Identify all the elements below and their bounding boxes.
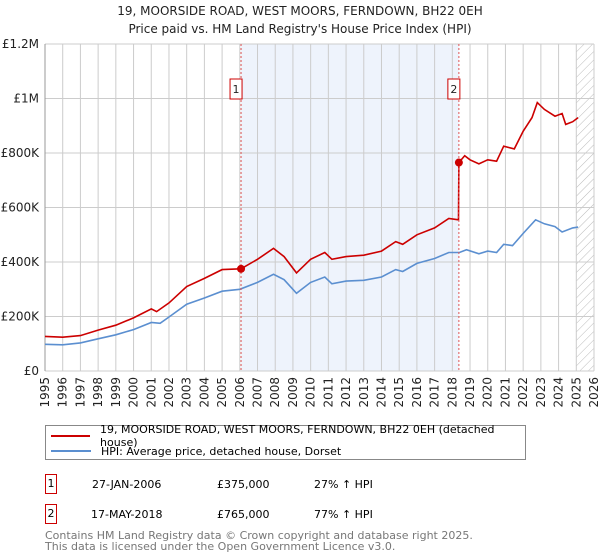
legend-label-hpi: HPI: Average price, detached house, Dors… — [101, 444, 342, 458]
x-tick-label: 2013 — [357, 377, 371, 408]
sale-marker-label: 1 — [233, 83, 240, 96]
x-tick-label: 2007 — [251, 377, 265, 408]
x-tick-label: 2017 — [428, 377, 442, 408]
x-tick-label: 2026 — [587, 377, 600, 408]
x-tick-label: 2020 — [481, 377, 495, 408]
sale-row-2: 2 17-MAY-2018 £765,000 77% ↑ HPI — [45, 504, 545, 526]
sale-price: £765,000 — [217, 508, 270, 521]
chart-subtitle: Price paid vs. HM Land Registry's House … — [128, 22, 471, 36]
sale-marker-box — [447, 78, 461, 100]
x-tick-label: 2014 — [374, 377, 388, 408]
y-tick-label: £800K — [1, 146, 41, 160]
x-tick-label: 2023 — [534, 377, 548, 408]
x-tick-label: 2005 — [215, 377, 229, 408]
x-tick-label: 1995 — [38, 377, 52, 408]
x-tick-label: 2008 — [268, 377, 282, 408]
sale-date: 17-MAY-2018 — [91, 508, 163, 521]
x-tick-label: 2012 — [339, 377, 353, 408]
price-chart: 19, MOORSIDE ROAD, WEST MOORS, FERNDOWN,… — [1, 4, 600, 408]
sale-marker-box — [229, 78, 243, 100]
sale-price: £375,000 — [217, 478, 270, 491]
x-tick-label: 2000 — [127, 377, 141, 408]
x-tick-label: 1999 — [109, 377, 123, 408]
hpi-line — [44, 218, 579, 346]
sale-hpi-diff: 77% ↑ HPI — [314, 508, 373, 521]
x-tick-label: 2016 — [410, 377, 424, 408]
chart-title: 19, MOORSIDE ROAD, WEST MOORS, FERNDOWN,… — [117, 4, 483, 18]
x-tick-label: 2019 — [463, 377, 477, 408]
sale-hpi-diff: 27% ↑ HPI — [314, 478, 373, 491]
x-tick-label: 1998 — [91, 377, 105, 408]
sale-badge: 2 — [45, 504, 57, 524]
y-tick-label: £1M — [13, 92, 39, 106]
y-tick-label: £600K — [1, 201, 41, 215]
legend-item-property: 19, MOORSIDE ROAD, WEST MOORS, FERNDOWN,… — [51, 423, 525, 449]
footer-copyright: Contains HM Land Registry data © Crown c… — [45, 529, 473, 542]
legend-swatch-property — [51, 435, 91, 437]
sale-point — [454, 158, 463, 167]
y-tick-label: £0 — [24, 364, 39, 378]
footer-licence: This data is licensed under the Open Gov… — [45, 540, 396, 553]
x-tick-label: 1996 — [56, 377, 70, 408]
x-tick-label: 2010 — [304, 377, 318, 408]
x-tick-label: 2011 — [321, 377, 335, 408]
x-tick-label: 2022 — [516, 377, 530, 408]
x-tick-label: 1997 — [73, 377, 87, 408]
x-tick-label: 2021 — [498, 377, 512, 408]
x-tick-label: 2002 — [162, 377, 176, 408]
x-tick-label: 2006 — [233, 377, 247, 408]
x-tick-label: 2025 — [569, 377, 583, 408]
legend-swatch-hpi — [51, 450, 91, 452]
y-tick-label: £200K — [1, 310, 41, 324]
x-tick-label: 2009 — [286, 377, 300, 408]
x-tick-label: 2015 — [392, 377, 406, 408]
legend-item-hpi: HPI: Average price, detached house, Dors… — [51, 444, 341, 458]
sale-point — [237, 264, 246, 273]
legend-label-property: 19, MOORSIDE ROAD, WEST MOORS, FERNDOWN,… — [100, 423, 495, 449]
x-tick-label: 2003 — [180, 377, 194, 408]
sale-badge: 1 — [45, 474, 57, 494]
sale-row-1: 1 27-JAN-2006 £375,000 27% ↑ HPI — [45, 474, 545, 496]
x-tick-label: 2004 — [197, 377, 211, 408]
sale-date: 27-JAN-2006 — [92, 478, 162, 491]
x-tick-label: 2024 — [552, 377, 566, 408]
sale-marker-label: 2 — [450, 83, 457, 96]
y-tick-label: £400K — [1, 255, 41, 269]
property-price-line — [44, 101, 579, 339]
legend: 19, MOORSIDE ROAD, WEST MOORS, FERNDOWN,… — [45, 423, 526, 460]
y-tick-label: £1.2M — [2, 37, 39, 51]
x-tick-label: 2001 — [144, 377, 158, 408]
x-tick-label: 2018 — [445, 377, 459, 408]
